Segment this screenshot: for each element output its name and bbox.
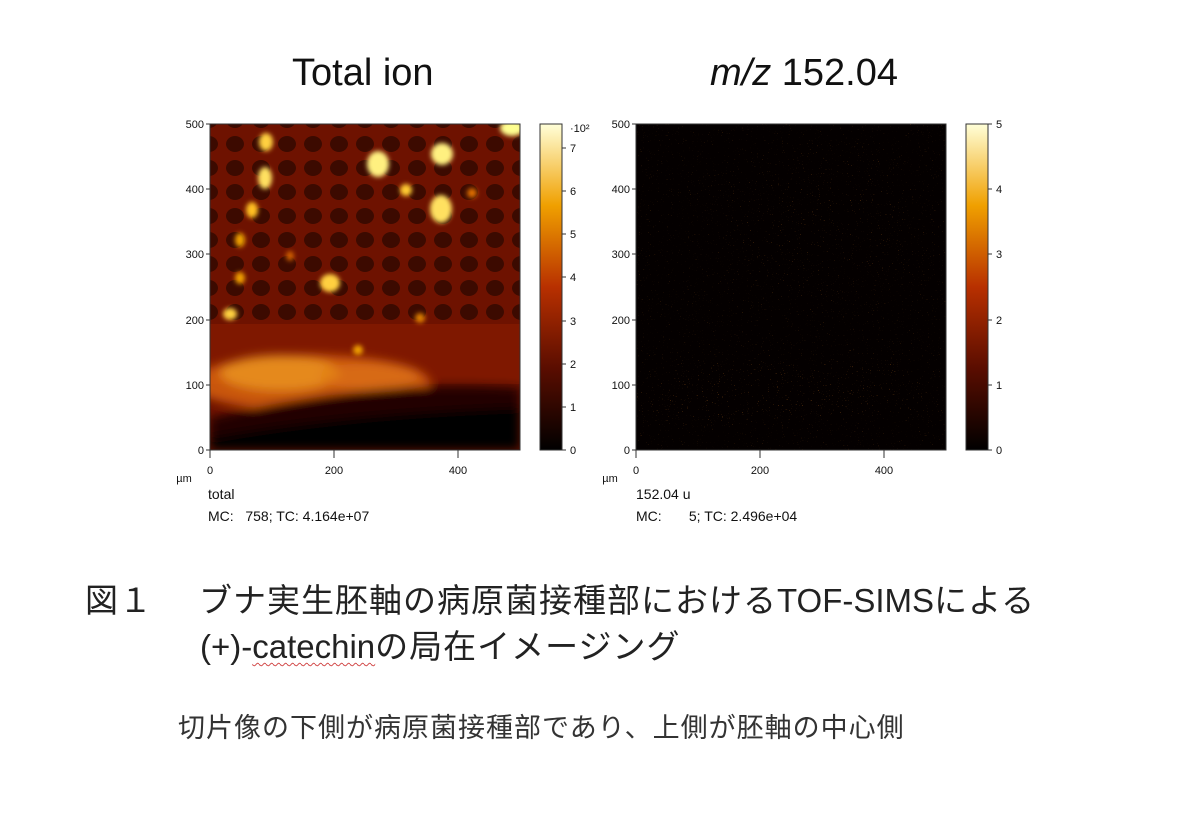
y-tick-label: 200 <box>186 315 204 327</box>
total-ion-image-svg: 500 400 300 200 100 0 0 200 400 µm ·10² … <box>176 119 590 485</box>
y-tick-label: 0 <box>624 445 630 457</box>
colorbar-tick: 5 <box>570 229 576 241</box>
colorbar-tick: 2 <box>996 315 1002 327</box>
mz-value-label: 152.04 <box>771 52 899 94</box>
mz-stats: MC: 5; TC: 2.496e+04 <box>636 508 798 524</box>
mz-heatmap <box>636 124 946 450</box>
axis-unit-label: µm <box>602 473 618 485</box>
x-tick-label: 400 <box>449 465 467 477</box>
total-ion-colorbar: ·10² 7 6 5 4 3 2 1 0 <box>539 123 590 457</box>
colorbar-exponent: ·10² <box>570 123 590 135</box>
mz-image-svg: 500 400 300 200 100 0 0 200 400 µm 5 4 3… <box>602 119 1002 485</box>
x-tick-label: 200 <box>751 465 769 477</box>
axis-unit-label: µm <box>176 473 192 485</box>
total-ion-panel: 500 400 300 200 100 0 0 200 400 µm ·10² … <box>170 108 590 548</box>
total-ion-stats: MC: 758; TC: 4.164e+07 <box>208 508 370 524</box>
colorbar-tick: 6 <box>570 186 576 198</box>
panel-title-mz: m/z 152.04 <box>710 52 898 95</box>
caption-note: 切片像の下側が病原菌接種部であり、上側が胚軸の中心側 <box>178 713 905 744</box>
caption-text-d: の局在イメージング <box>375 627 681 666</box>
colorbar-tick: 1 <box>570 402 576 414</box>
caption-catechin: catechin <box>252 628 376 665</box>
colorbar-tick: 5 <box>996 119 1002 131</box>
colorbar-tick: 0 <box>996 445 1002 457</box>
caption-tof-sims: TOF-SIMS <box>777 582 935 619</box>
caption-line-1: 図１ ブナ実生胚軸の病原菌接種部におけるTOF-SIMSによる <box>85 578 1035 624</box>
y-tick-label: 300 <box>186 249 204 261</box>
x-tick-label: 0 <box>633 465 639 477</box>
colorbar-tick: 3 <box>996 249 1002 261</box>
mz-y-axis: 500 400 300 200 100 0 <box>612 119 636 457</box>
y-tick-label: 0 <box>198 445 204 457</box>
y-tick-label: 500 <box>612 119 630 131</box>
caption-text-c: による <box>934 581 1036 620</box>
y-tick-label: 400 <box>612 184 630 196</box>
caption-text-a: ブナ実生胚軸の病原菌接種部における <box>199 581 777 620</box>
total-ion-y-axis: 500 400 300 200 100 0 <box>186 119 210 457</box>
colorbar-tick: 1 <box>996 380 1002 392</box>
mz-italic-label: m/z <box>710 52 772 94</box>
y-tick-label: 100 <box>186 380 204 392</box>
y-tick-label: 300 <box>612 249 630 261</box>
colorbar-tick: 0 <box>570 445 576 457</box>
x-tick-label: 200 <box>325 465 343 477</box>
colorbar-tick: 3 <box>570 316 576 328</box>
y-tick-label: 100 <box>612 380 630 392</box>
caption-plus-prefix: (+)- <box>200 628 253 665</box>
mz-panel: 500 400 300 200 100 0 0 200 400 µm 5 4 3… <box>596 108 1016 548</box>
total-ion-label: total <box>208 486 235 502</box>
y-tick-label: 500 <box>186 119 204 131</box>
colorbar-tick: 4 <box>570 272 576 284</box>
y-tick-label: 200 <box>612 315 630 327</box>
colorbar-tick: 2 <box>570 359 576 371</box>
total-ion-x-axis: 0 200 400 µm <box>176 450 467 485</box>
x-tick-label: 0 <box>207 465 213 477</box>
colorbar-tick: 7 <box>570 143 576 155</box>
colorbar-tick: 4 <box>996 184 1002 196</box>
x-tick-label: 400 <box>875 465 893 477</box>
y-tick-label: 400 <box>186 184 204 196</box>
panel-title-total-ion: Total ion <box>292 52 434 94</box>
caption-line-2: (+)-catechinの局在イメージング <box>85 624 1035 670</box>
figure-label: 図１ <box>85 581 153 620</box>
mz-colorbar: 5 4 3 2 1 0 <box>965 119 1002 457</box>
total-ion-heatmap <box>210 124 520 450</box>
mz-x-axis: 0 200 400 µm <box>602 450 893 485</box>
mz-label: 152.04 u <box>636 486 691 502</box>
figure-caption: 図１ ブナ実生胚軸の病原菌接種部におけるTOF-SIMSによる (+)-catec… <box>85 578 1035 670</box>
